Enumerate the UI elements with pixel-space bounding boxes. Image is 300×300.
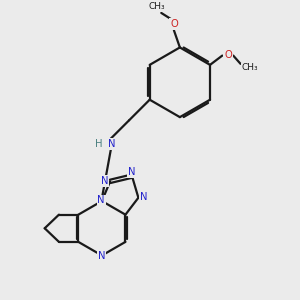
Text: H: H <box>95 139 102 149</box>
Text: N: N <box>101 176 109 186</box>
Text: O: O <box>170 19 178 29</box>
Text: N: N <box>108 139 116 149</box>
Text: N: N <box>140 192 147 202</box>
Text: CH₃: CH₃ <box>242 63 258 72</box>
Text: CH₃: CH₃ <box>149 2 166 11</box>
Text: N: N <box>128 167 136 177</box>
Text: N: N <box>98 195 105 206</box>
Text: N: N <box>98 251 106 261</box>
Text: O: O <box>224 50 232 60</box>
